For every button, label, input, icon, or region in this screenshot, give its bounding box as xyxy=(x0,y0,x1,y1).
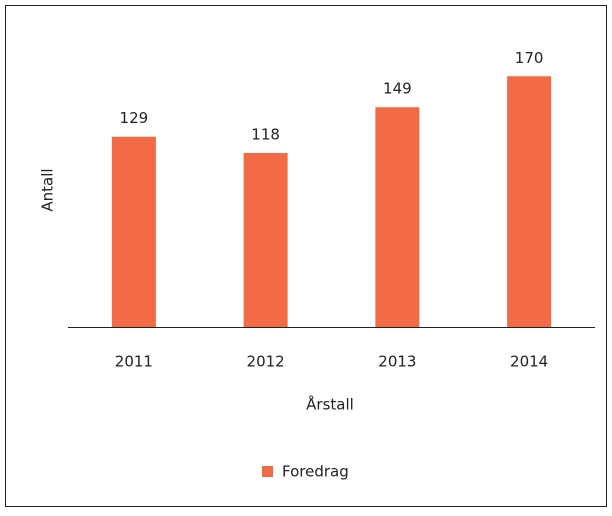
data-label: 129 xyxy=(120,109,149,127)
bar xyxy=(375,107,420,327)
x-tick-label: 2014 xyxy=(510,353,548,371)
frame xyxy=(5,5,607,507)
x-tick-label: 2011 xyxy=(115,353,153,371)
y-axis-label: Antall xyxy=(39,168,57,211)
x-tick-label: 2012 xyxy=(247,353,285,371)
data-label: 170 xyxy=(515,49,544,67)
bar xyxy=(243,152,288,327)
x-axis-label: Årstall xyxy=(306,395,354,414)
bar xyxy=(111,136,156,327)
legend-label: Foredrag xyxy=(282,463,349,481)
legend-swatch xyxy=(262,466,273,477)
bar xyxy=(507,76,552,327)
data-label: 149 xyxy=(383,80,412,98)
x-tick-label: 2013 xyxy=(378,353,416,371)
data-label: 118 xyxy=(251,125,280,143)
